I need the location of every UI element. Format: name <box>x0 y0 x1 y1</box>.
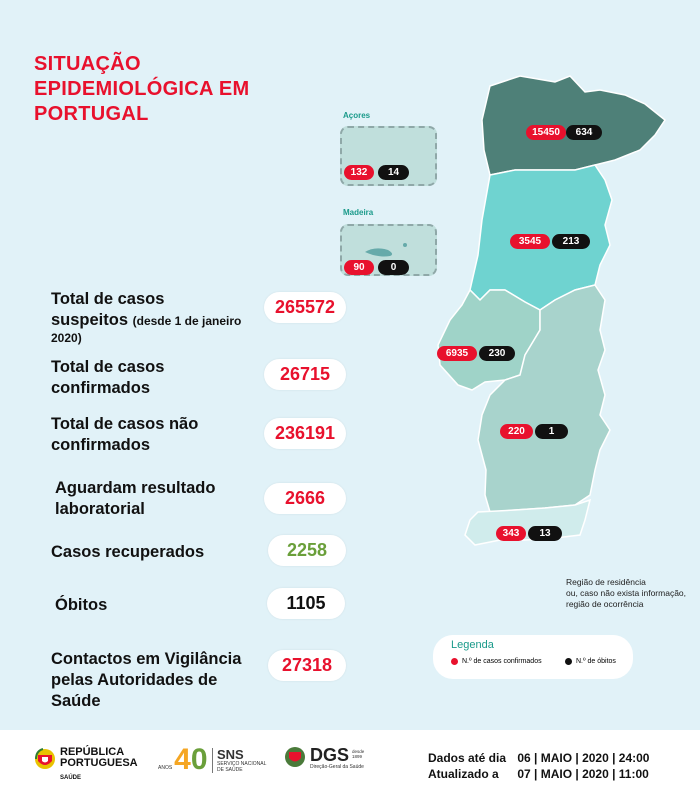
stat-value-deaths: 1105 <box>267 588 345 619</box>
stat-value-confirmed: 26715 <box>264 359 346 390</box>
portugal-map <box>368 75 667 546</box>
stat-recovered-line1: Casos recuperados <box>51 543 205 561</box>
stat-label-contacts: Contactos em Vigilância pelas Autoridade… <box>51 649 241 712</box>
stat-suspected-line2: suspeitos <box>51 311 129 329</box>
dates-label1: Dados até dia <box>428 751 507 765</box>
legend-confirmed-label: N.º de casos confirmados <box>462 658 542 665</box>
region-alentejo <box>477 284 611 513</box>
lisboa-deaths-badge: 230 <box>479 346 515 361</box>
sns-sub2: DE SAÚDE <box>217 767 243 773</box>
stat-confirmed-line1: Total de casos <box>51 358 165 376</box>
madeira-deaths-badge: 0 <box>378 260 409 275</box>
stat-suspected-note2: 2020) <box>51 331 82 345</box>
legend-item-deaths: N.º de óbitos <box>565 658 616 665</box>
stat-label-suspected: Total de casos suspeitos (desde 1 de jan… <box>51 289 241 345</box>
madeira-island-shape <box>365 243 407 257</box>
stat-label-not-confirmed: Total de casos não confirmados <box>51 414 198 456</box>
dgs-big: DGS <box>310 745 350 765</box>
sns-sub1: SERVIÇO NACIONAL <box>217 761 267 767</box>
dgs-since1: desde <box>352 749 365 754</box>
dates-row-updated: Atualizado a 07 | MAIO | 2020 | 11:00 <box>428 766 649 782</box>
stat-value-recovered: 2258 <box>268 535 346 566</box>
region-note-line3: região de ocorrência <box>566 599 644 609</box>
algarve-cases-badge: 343 <box>496 526 526 541</box>
legend-title: Legenda <box>451 639 494 651</box>
stat-suspected-line1: Total de casos <box>51 290 165 308</box>
dates-value2: 07 | MAIO | 2020 | 11:00 <box>517 767 649 781</box>
norte-cases-badge: 15450 <box>526 125 566 140</box>
stat-deaths-line1: Óbitos <box>55 596 108 614</box>
dgs-emblem-icon <box>285 747 305 767</box>
stat-value-awaiting: 2666 <box>264 483 346 514</box>
republica-portuguesa-logo: REPÚBLICA PORTUGUESA SAÚDE <box>34 747 138 784</box>
stat-suspected-note: (desde 1 de janeiro <box>132 314 242 328</box>
acores-label: Açores <box>343 111 371 120</box>
region-note-line2: ou, caso não exista informação, <box>566 588 687 598</box>
legend: Legenda N.º de casos confirmados N.º de … <box>433 635 633 679</box>
acores-deaths-badge: 14 <box>378 165 409 180</box>
rp-line1: REPÚBLICA <box>60 746 125 758</box>
anos-label: ANOS <box>158 765 173 771</box>
title-line-3: PORTUGAL <box>34 103 149 125</box>
stat-awaiting-line1: Aguardam resultado <box>55 479 216 497</box>
region-note: Região de residência ou, caso não exista… <box>566 577 696 610</box>
dgs-since2: 1899 <box>352 754 363 759</box>
lisboa-cases-badge: 6935 <box>437 346 477 361</box>
forty-4: 4 <box>174 743 191 776</box>
region-note-line1: Região de residência <box>566 577 646 587</box>
madeira-cases-badge: 90 <box>344 260 374 275</box>
rp-sub: SAÚDE <box>60 775 82 781</box>
stat-label-deaths: Óbitos <box>55 595 107 616</box>
sns-big: SNS <box>217 747 244 762</box>
stat-confirmed-line2: confirmados <box>51 379 151 397</box>
acores-cases-badge: 132 <box>344 165 374 180</box>
centro-deaths-badge: 213 <box>552 234 590 249</box>
stat-contacts-line1: Contactos em Vigilância <box>51 650 242 668</box>
algarve-deaths-badge: 13 <box>528 526 562 541</box>
legend-black-dot <box>565 658 572 665</box>
dates-label2: Atualizado a <box>428 767 499 781</box>
forty-0: 0 <box>190 743 208 776</box>
stat-label-confirmed: Total de casos confirmados <box>51 357 164 399</box>
stat-not-confirmed-line2: confirmados <box>51 436 151 454</box>
dgs-sub: Direção-Geral da Saúde <box>310 764 364 770</box>
dates-value1: 06 | MAIO | 2020 | 24:00 <box>517 751 650 765</box>
centro-cases-badge: 3545 <box>510 234 550 249</box>
stat-label-awaiting: Aguardam resultado laboratorial <box>55 478 215 520</box>
stat-value-contacts: 27318 <box>268 650 346 681</box>
stat-value-suspected: 265572 <box>264 292 346 323</box>
stat-contacts-line3: Saúde <box>51 692 101 710</box>
madeira-label: Madeira <box>343 208 374 217</box>
stat-label-recovered: Casos recuperados <box>51 542 204 563</box>
title-line-1: SITUAÇÃO <box>34 53 141 75</box>
rp-line2: PORTUGUESA <box>60 757 138 769</box>
dgs-logo: DGS desde 1899 Direção-Geral da Saúde <box>284 746 364 770</box>
sns-logo: SNS SERVIÇO NACIONAL DE SAÚDE <box>212 748 266 773</box>
stat-not-confirmed-line1: Total de casos não <box>51 415 199 433</box>
alentejo-deaths-badge: 1 <box>535 424 568 439</box>
alentejo-cases-badge: 220 <box>500 424 533 439</box>
stat-awaiting-line2: laboratorial <box>55 500 145 518</box>
dates-row-data: Dados até dia 06 | MAIO | 2020 | 24:00 <box>428 750 649 766</box>
page-title: SITUAÇÃO EPIDEMIOLÓGICA EM PORTUGAL <box>34 52 294 127</box>
stat-value-not-confirmed: 236191 <box>264 418 346 449</box>
norte-deaths-badge: 634 <box>566 125 602 140</box>
legend-deaths-label: N.º de óbitos <box>576 658 616 665</box>
coat-of-arms-icon <box>35 748 55 769</box>
legend-item-confirmed: N.º de casos confirmados <box>451 658 542 665</box>
title-line-2: EPIDEMIOLÓGICA EM <box>34 78 250 100</box>
dates-block: Dados até dia 06 | MAIO | 2020 | 24:00 A… <box>428 750 649 782</box>
stat-contacts-line2: pelas Autoridades de <box>51 671 218 689</box>
legend-red-dot <box>451 658 458 665</box>
